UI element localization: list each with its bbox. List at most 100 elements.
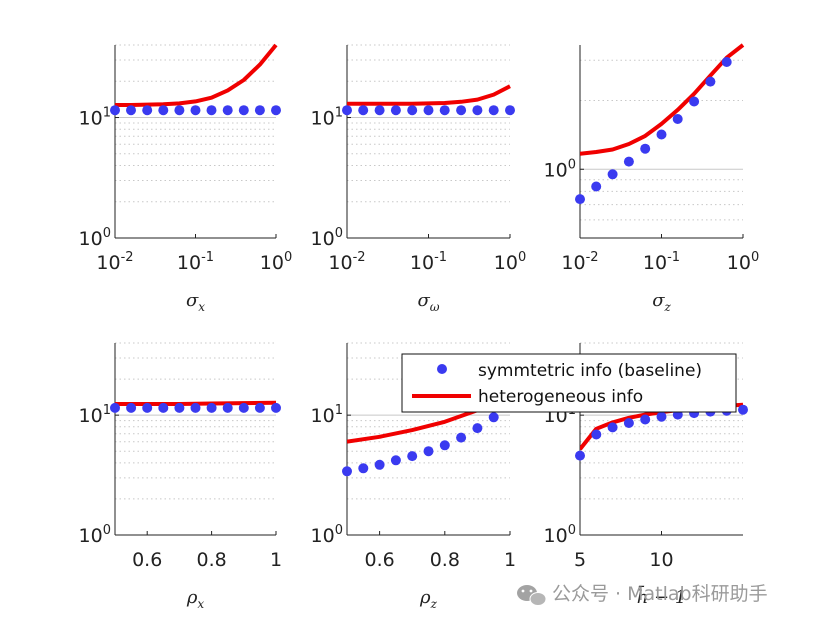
baseline-point — [575, 450, 585, 461]
baseline-point — [738, 404, 748, 415]
baseline-point — [190, 105, 201, 116]
x-tick-label: 5 — [574, 549, 586, 571]
x-axis-label: ρx — [186, 587, 205, 611]
baseline-point — [407, 105, 418, 116]
x-axis-label: σx — [186, 290, 205, 314]
baseline-point — [623, 156, 634, 167]
baseline-point — [126, 402, 137, 413]
x-tick-label: 10-2 — [96, 250, 133, 274]
baseline-point — [374, 459, 385, 470]
heterogeneous-line — [115, 43, 278, 107]
baseline-point — [640, 414, 651, 425]
y-tick-label: 100 — [544, 523, 576, 547]
baseline-point — [390, 105, 401, 116]
baseline-point — [110, 105, 120, 116]
baseline-point — [423, 446, 434, 457]
x-tick-label: 10-1 — [410, 250, 447, 274]
legend-label-heterogeneous: heterogeneous info — [478, 387, 643, 407]
baseline-point — [689, 96, 700, 107]
baseline-point — [591, 429, 602, 440]
legend-marker-baseline — [437, 364, 447, 374]
baseline-point — [505, 105, 515, 116]
baseline-point — [271, 402, 281, 413]
series-group — [580, 43, 745, 156]
y-tick-label: 101 — [79, 106, 111, 130]
y-tick-label: 100 — [544, 157, 576, 181]
baseline-point — [238, 402, 249, 413]
baseline-point — [190, 402, 201, 413]
x-tick-label: 0.8 — [196, 549, 226, 571]
baseline-point — [623, 418, 634, 428]
y-tick-label: 100 — [311, 523, 343, 547]
legend-box — [401, 353, 737, 413]
baseline-point — [656, 129, 667, 140]
x-tick-label: 100 — [494, 250, 526, 274]
y-tick-label: 100 — [311, 226, 343, 250]
baseline-point — [472, 105, 483, 116]
x-tick-label: 1 — [504, 549, 516, 571]
panel-rho-z: 101 100 0.6 0.8 1 ρz — [311, 342, 516, 611]
x-axis-label: σz — [652, 290, 671, 314]
baseline-point — [472, 423, 483, 434]
x-tick-label: 0.8 — [430, 549, 460, 571]
y-tick-label: 101 — [311, 403, 343, 427]
x-tick-label: 10-1 — [177, 250, 214, 274]
baseline-point — [640, 143, 651, 154]
baseline-point — [206, 402, 217, 413]
baseline-point — [656, 411, 667, 422]
baseline-point — [342, 105, 352, 116]
baseline-point — [705, 76, 716, 87]
baseline-point — [158, 402, 169, 413]
series-group — [115, 43, 278, 107]
baseline-point — [607, 422, 618, 433]
wechat-icon — [517, 585, 547, 606]
heterogeneous-line — [580, 43, 745, 156]
x-axis-label: σω — [417, 290, 439, 314]
x-tick-label: 100 — [727, 250, 759, 274]
x-tick-label: 0.6 — [364, 549, 394, 571]
baseline-point — [222, 402, 233, 413]
baseline-point — [591, 181, 602, 192]
baseline-point — [672, 114, 683, 124]
baseline-point — [174, 402, 185, 413]
x-axis-label: h̄ − 1 — [637, 584, 687, 608]
baseline-point — [456, 105, 467, 116]
gridlines — [347, 44, 510, 239]
x-tick-label: 10-1 — [643, 250, 680, 274]
baseline-point — [174, 105, 185, 116]
baseline-point — [575, 194, 585, 205]
baseline-point — [358, 105, 369, 116]
baseline-point — [407, 451, 418, 462]
baseline-point — [142, 402, 153, 413]
baseline-point — [456, 432, 467, 443]
baseline-point — [222, 105, 233, 116]
baseline-point — [254, 402, 265, 413]
panel-sigma-z: 100 10-2 10-1 100 σz — [544, 43, 759, 314]
series-group — [347, 84, 511, 106]
watermark: 公众号 · Matlab科研助手 — [517, 583, 768, 606]
x-tick-label: 100 — [260, 250, 292, 274]
baseline-point — [374, 105, 385, 116]
x-tick-label: 0.6 — [132, 549, 162, 571]
baseline-point — [142, 105, 153, 116]
baseline-point — [439, 440, 450, 451]
panel-rho-x: 101 100 0.6 0.8 1 ρx — [79, 342, 282, 611]
baseline-point — [358, 463, 369, 474]
baseline-point — [488, 105, 499, 116]
gridlines — [115, 342, 276, 536]
x-tick-label: 10-2 — [561, 250, 598, 274]
x-tick-label: 10 — [649, 549, 673, 571]
baseline-point — [423, 105, 434, 116]
baseline-point — [238, 105, 249, 116]
legend-label-baseline: symmtetric info (baseline) — [478, 361, 702, 381]
baseline-point — [439, 105, 450, 116]
baseline-point — [488, 412, 499, 423]
baseline-point — [342, 466, 352, 477]
baseline-point — [607, 169, 618, 180]
watermark-text: 公众号 · Matlab科研助手 — [552, 583, 768, 605]
x-tick-label: 1 — [270, 549, 282, 571]
